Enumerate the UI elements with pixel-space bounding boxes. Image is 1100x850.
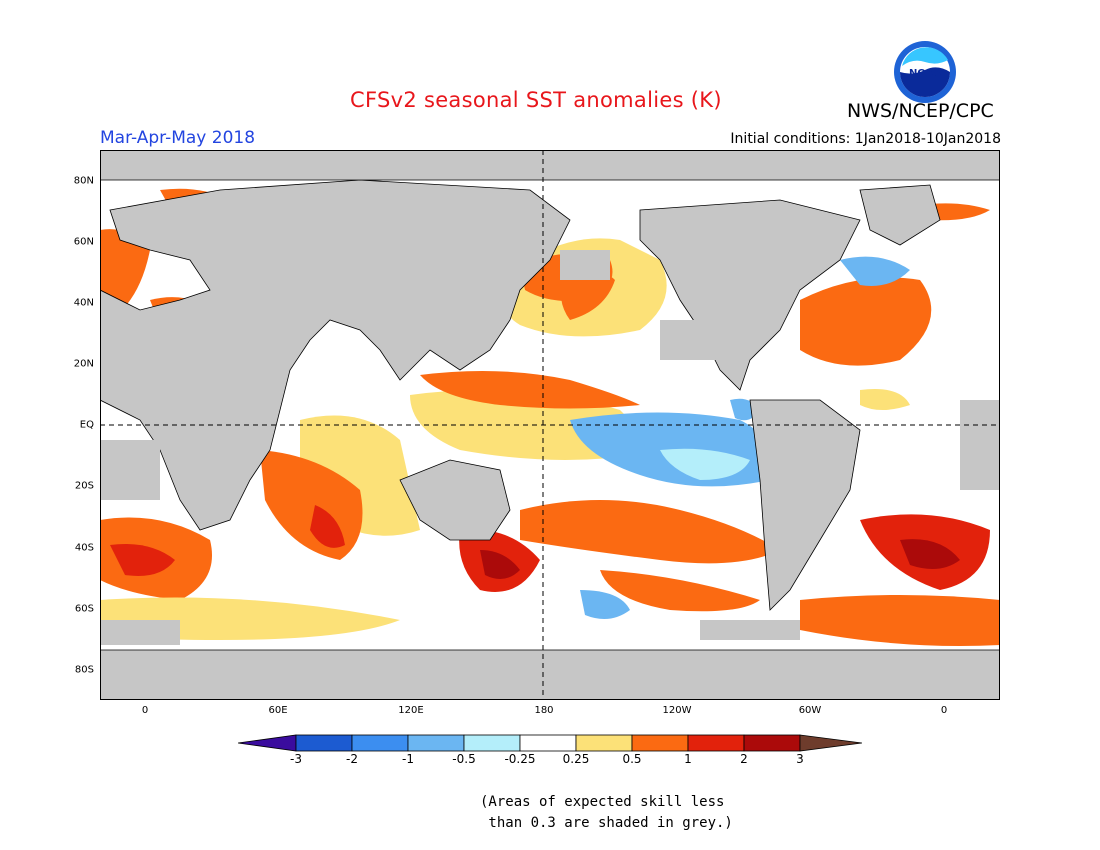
colorbar-high-arrow xyxy=(799,734,862,752)
initial-conditions-label: Initial conditions: 1Jan2018-10Jan2018 xyxy=(730,131,1001,147)
colorbar-segment-2 xyxy=(351,734,409,752)
colorbar-tick-3: 3 xyxy=(796,752,804,766)
sst-anomaly-map xyxy=(100,150,1000,700)
colorbar-tick-neg2: -2 xyxy=(346,752,358,766)
colorbar-tick-neg1: -1 xyxy=(402,752,414,766)
colorbar-segment-4 xyxy=(463,734,521,752)
skill-note-line-1: (Areas of expected skill less xyxy=(480,794,725,810)
low-skill-shading xyxy=(100,250,1000,645)
lat-label-60s: 60S xyxy=(74,603,94,615)
colorbar-segment-6 xyxy=(575,734,633,752)
land-masses xyxy=(100,150,1000,700)
skill-note: (Areas of expected skill less than 0.3 a… xyxy=(480,792,733,834)
colorbar-tick-1: 1 xyxy=(684,752,692,766)
colorbar-low-arrow xyxy=(238,734,297,752)
colorbar-segment-5 xyxy=(519,734,577,752)
season-label: Mar-Apr-May 2018 xyxy=(100,128,256,148)
skill-note-line-2: than 0.3 are shaded in grey.) xyxy=(480,815,733,831)
lat-label-20n: 20N xyxy=(73,358,94,370)
lat-label-60n: 60N xyxy=(73,236,94,248)
lon-label-0: 0 xyxy=(141,705,149,716)
colorbar xyxy=(238,734,862,752)
lon-label-120e: 120E xyxy=(398,705,424,716)
lon-label-120w: 120W xyxy=(662,705,692,716)
colorbar-tick-0-25: 0.25 xyxy=(562,752,590,766)
colorbar-segment-1 xyxy=(295,734,353,752)
colorbar-tick-0-5: 0.5 xyxy=(622,752,642,766)
lon-label-60w: 60W xyxy=(798,705,822,716)
colorbar-segment-3 xyxy=(407,734,465,752)
lat-label-80s: 80S xyxy=(74,664,94,676)
agency-label: NWS/NCEP/CPC xyxy=(847,100,994,122)
noaa-logo: NOAA xyxy=(894,41,956,103)
lon-label-180: 180 xyxy=(534,705,554,716)
lat-label-40s: 40S xyxy=(74,542,94,554)
lat-label-80n: 80N xyxy=(73,175,94,187)
colorbar-tick-neg0-5: -0.5 xyxy=(452,752,476,766)
colorbar-segment-8 xyxy=(687,734,745,752)
colorbar-segment-9 xyxy=(743,734,801,752)
chart-title: CFSv2 seasonal SST anomalies (K) xyxy=(350,88,722,112)
lat-label-eq: EQ xyxy=(79,419,94,431)
lon-label-0-east: 0 xyxy=(940,705,948,716)
colorbar-tick-2: 2 xyxy=(740,752,748,766)
noaa-logo-text: NOAA xyxy=(909,68,941,79)
colorbar-tick-neg0-25: -0.25 xyxy=(504,752,536,766)
lat-label-40n: 40N xyxy=(73,297,94,309)
lat-label-20s: 20S xyxy=(74,480,94,492)
colorbar-tick-neg3: -3 xyxy=(290,752,302,766)
lon-label-60e: 60E xyxy=(268,705,288,716)
colorbar-segment-7 xyxy=(631,734,689,752)
